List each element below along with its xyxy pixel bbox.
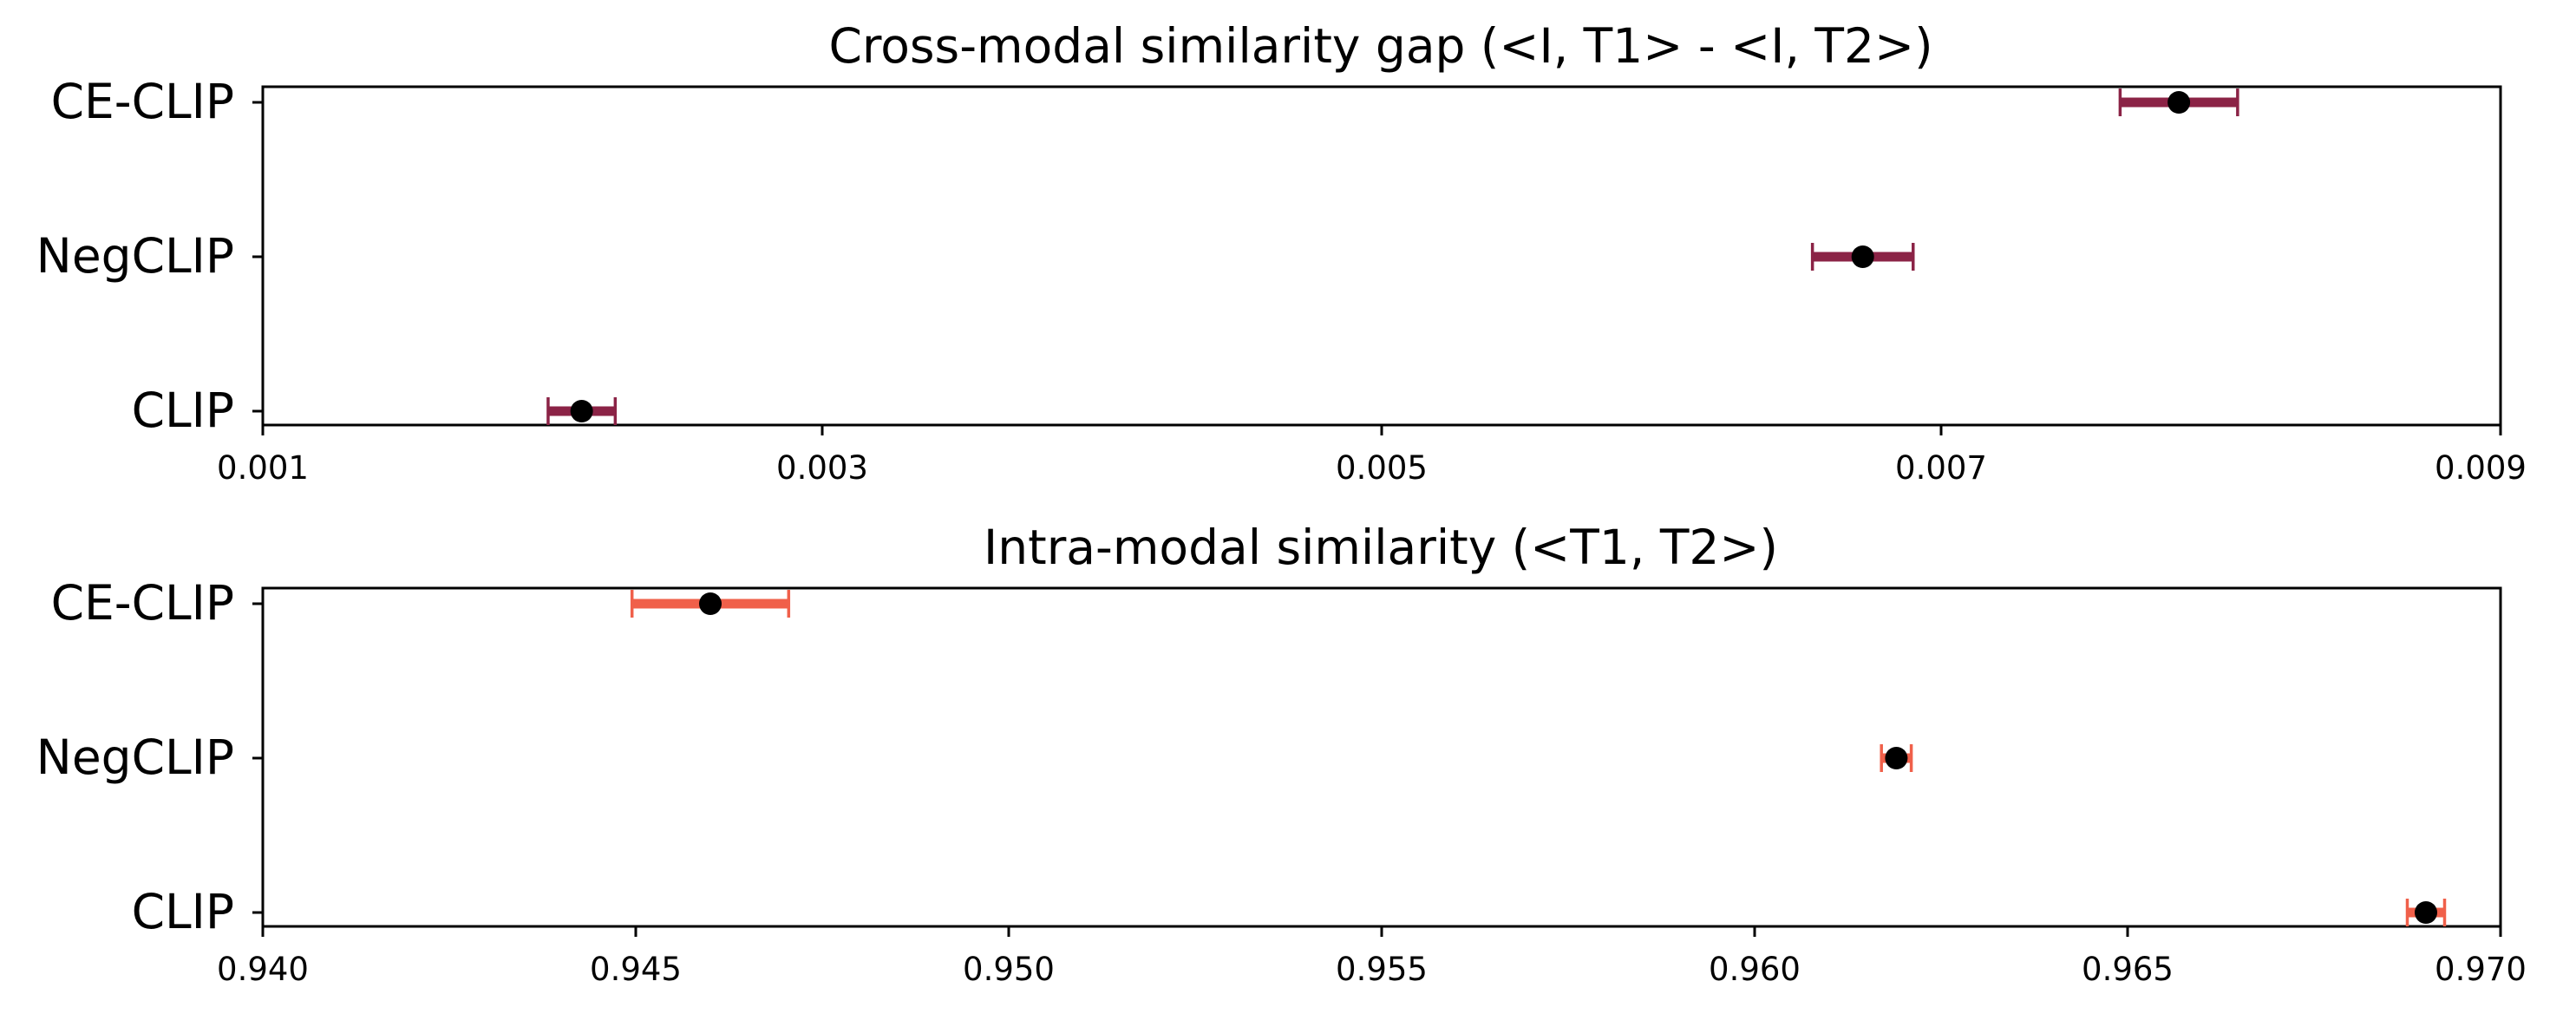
- y-tick-label-ce-clip: CE-CLIP: [51, 74, 234, 129]
- chart-title: Cross-modal similarity gap (<I, T1> - <I…: [828, 18, 1932, 74]
- subplot-intra-modal: Intra-modal similarity (<T1, T2>) CE-CLI…: [36, 520, 2527, 988]
- plot-frame: [261, 85, 2502, 427]
- data-point-negclip: [1851, 245, 1874, 268]
- x-tick-labels: 0.940 0.945 0.950 0.955 0.960 0.965 0.97…: [217, 951, 2527, 988]
- y-tick-label-ce-clip: CE-CLIP: [51, 575, 234, 631]
- subplot-cross-modal: Cross-modal similarity gap (<I, T1> - <I…: [36, 18, 2527, 487]
- x-tick-label: 0.005: [1336, 449, 1428, 487]
- x-tick-label: 0.970: [2435, 951, 2527, 988]
- tick-marks: [252, 101, 2502, 435]
- x-tick-labels: 0.001 0.003 0.005 0.007 0.009: [217, 449, 2527, 487]
- y-tick-label-negclip: NegCLIP: [36, 228, 234, 284]
- y-tick-label-negclip: NegCLIP: [36, 729, 234, 785]
- x-tick-label: 0.940: [217, 951, 309, 988]
- y-tick-label-clip: CLIP: [132, 884, 234, 939]
- data-point-clip: [2415, 901, 2437, 924]
- x-tick-label: 0.003: [776, 449, 868, 487]
- x-tick-label: 0.965: [2082, 951, 2174, 988]
- x-tick-label: 0.960: [1709, 951, 1801, 988]
- data-point-negclip: [1885, 747, 1908, 769]
- x-tick-label: 0.007: [1895, 449, 1987, 487]
- chart-title: Intra-modal similarity (<T1, T2>): [984, 520, 1778, 575]
- data-point-ce-clip: [2167, 91, 2191, 114]
- x-tick-label: 0.001: [217, 449, 309, 487]
- plot-frame: [261, 586, 2502, 928]
- data-point-ce-clip: [699, 592, 722, 615]
- data-marks: [546, 88, 2239, 425]
- data-point-clip: [570, 400, 593, 422]
- x-tick-label: 0.955: [1336, 951, 1428, 988]
- x-tick-label: 0.950: [963, 951, 1055, 988]
- y-tick-labels: CE-CLIP NegCLIP CLIP: [36, 575, 234, 939]
- x-tick-label: 0.009: [2435, 449, 2527, 487]
- x-tick-label: 0.945: [590, 951, 682, 988]
- y-tick-labels: CE-CLIP NegCLIP CLIP: [36, 74, 234, 438]
- data-marks: [630, 590, 2447, 926]
- y-tick-label-clip: CLIP: [132, 383, 234, 438]
- tick-marks: [252, 602, 2502, 937]
